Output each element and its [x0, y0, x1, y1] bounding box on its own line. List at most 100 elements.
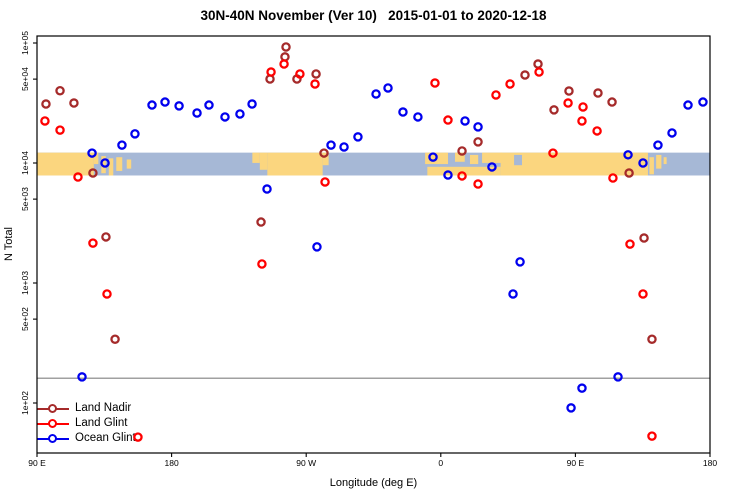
- map-band-land: [649, 157, 654, 175]
- data-point-land-nadir: [280, 52, 290, 62]
- data-point-land-glint: [295, 69, 305, 79]
- land-nadir-marker-icon: [37, 403, 69, 414]
- data-point-ocean-glint: [371, 89, 381, 99]
- map-band-land: [455, 152, 465, 162]
- data-point-ocean-glint: [353, 132, 363, 142]
- data-point-land-nadir: [69, 98, 79, 108]
- data-point-land-nadir: [520, 70, 530, 80]
- data-point-land-nadir: [457, 146, 467, 156]
- data-point-ocean-glint: [566, 403, 576, 413]
- legend-label: Land Glint: [75, 417, 128, 429]
- data-point-ocean-glint: [383, 83, 393, 93]
- legend-item-land-nadir: Land Nadir: [37, 401, 136, 416]
- data-point-land-nadir: [311, 69, 321, 79]
- ocean-glint-marker-icon: [37, 433, 69, 444]
- map-band-land: [116, 157, 123, 171]
- map-band-land: [267, 152, 323, 176]
- data-point-land-nadir: [319, 148, 329, 158]
- data-point-ocean-glint: [247, 99, 257, 109]
- data-point-land-nadir: [639, 233, 649, 243]
- data-point-ocean-glint: [487, 162, 497, 172]
- data-point-ocean-glint: [460, 116, 470, 126]
- data-point-land-nadir: [473, 137, 483, 147]
- data-point-land-nadir: [41, 99, 51, 109]
- data-point-land-glint: [443, 115, 453, 125]
- data-point-ocean-glint: [192, 108, 202, 118]
- x-tick-label: 90 E: [567, 458, 585, 468]
- x-tick-label: 180: [165, 458, 179, 468]
- data-point-land-glint: [563, 98, 573, 108]
- map-band-land: [252, 152, 260, 163]
- data-point-land-glint: [279, 59, 289, 69]
- data-point-land-glint: [430, 78, 440, 88]
- data-point-land-glint: [638, 289, 648, 299]
- data-point-ocean-glint: [623, 150, 633, 160]
- data-point-ocean-glint: [443, 170, 453, 180]
- data-point-land-nadir: [256, 217, 266, 227]
- x-tick-label: 180: [703, 458, 717, 468]
- data-point-ocean-glint: [326, 140, 336, 150]
- data-point-ocean-glint: [473, 122, 483, 132]
- map-band-land: [656, 154, 662, 169]
- data-point-ocean-glint: [100, 158, 110, 168]
- chart-title: 30N-40N November (Ver 10) 2015-01-01 to …: [200, 8, 547, 23]
- data-point-land-glint: [73, 172, 83, 182]
- x-tick-label: 0: [438, 458, 443, 468]
- legend-label: Land Nadir: [75, 402, 132, 414]
- data-point-land-glint: [592, 126, 602, 136]
- map-band-land: [108, 158, 114, 176]
- data-point-land-nadir: [607, 97, 617, 107]
- data-point-land-glint: [473, 179, 483, 189]
- x-tick-label: 90 E: [28, 458, 46, 468]
- data-point-ocean-glint: [398, 107, 408, 117]
- y-tick-label: 5e+04: [20, 67, 30, 91]
- data-point-land-glint: [457, 171, 467, 181]
- data-point-land-glint: [505, 79, 515, 89]
- y-tick-label: 1e+02: [20, 391, 30, 415]
- data-point-land-glint: [491, 90, 501, 100]
- data-point-land-nadir: [647, 334, 657, 344]
- data-point-ocean-glint: [77, 372, 87, 382]
- map-band-land: [126, 159, 132, 169]
- map-band-ocean: [37, 152, 710, 176]
- legend-label: Ocean Glint: [75, 432, 136, 444]
- data-point-land-nadir: [593, 88, 603, 98]
- map-band-land: [427, 166, 501, 176]
- data-point-ocean-glint: [312, 242, 322, 252]
- map-band-inland-sea: [514, 154, 523, 166]
- map-band-land: [663, 157, 667, 165]
- data-point-land-nadir: [292, 74, 302, 84]
- y-tick-label: 1e+04: [20, 151, 30, 175]
- data-point-ocean-glint: [339, 142, 349, 152]
- map-band-land: [37, 152, 94, 176]
- data-point-land-glint: [608, 173, 618, 183]
- data-point-ocean-glint: [235, 109, 245, 119]
- data-point-land-nadir: [281, 42, 291, 52]
- data-point-ocean-glint: [698, 97, 708, 107]
- data-point-ocean-glint: [667, 128, 677, 138]
- data-point-land-nadir: [101, 232, 111, 242]
- x-axis-title: Longitude (deg E): [329, 477, 418, 489]
- legend-item-land-glint: Land Glint: [37, 416, 136, 431]
- data-point-land-glint: [55, 125, 65, 135]
- data-point-land-glint: [647, 431, 657, 441]
- data-point-ocean-glint: [147, 100, 157, 110]
- legend: Land Nadir Land Glint Ocean Glint: [37, 401, 136, 446]
- y-axis-title: N Total: [3, 226, 15, 262]
- data-point-ocean-glint: [220, 112, 230, 122]
- data-point-land-glint: [578, 102, 588, 112]
- data-point-ocean-glint: [160, 97, 170, 107]
- data-point-land-glint: [310, 79, 320, 89]
- map-band-land: [500, 152, 648, 176]
- land-glint-marker-icon: [37, 418, 69, 429]
- data-point-land-glint: [625, 239, 635, 249]
- data-point-land-nadir: [624, 168, 634, 178]
- data-point-land-glint: [88, 238, 98, 248]
- data-point-land-glint: [102, 289, 112, 299]
- data-point-land-glint: [40, 116, 50, 126]
- data-point-ocean-glint: [638, 158, 648, 168]
- data-point-ocean-glint: [413, 112, 423, 122]
- data-point-land-nadir: [55, 86, 65, 96]
- map-band-land: [322, 152, 329, 166]
